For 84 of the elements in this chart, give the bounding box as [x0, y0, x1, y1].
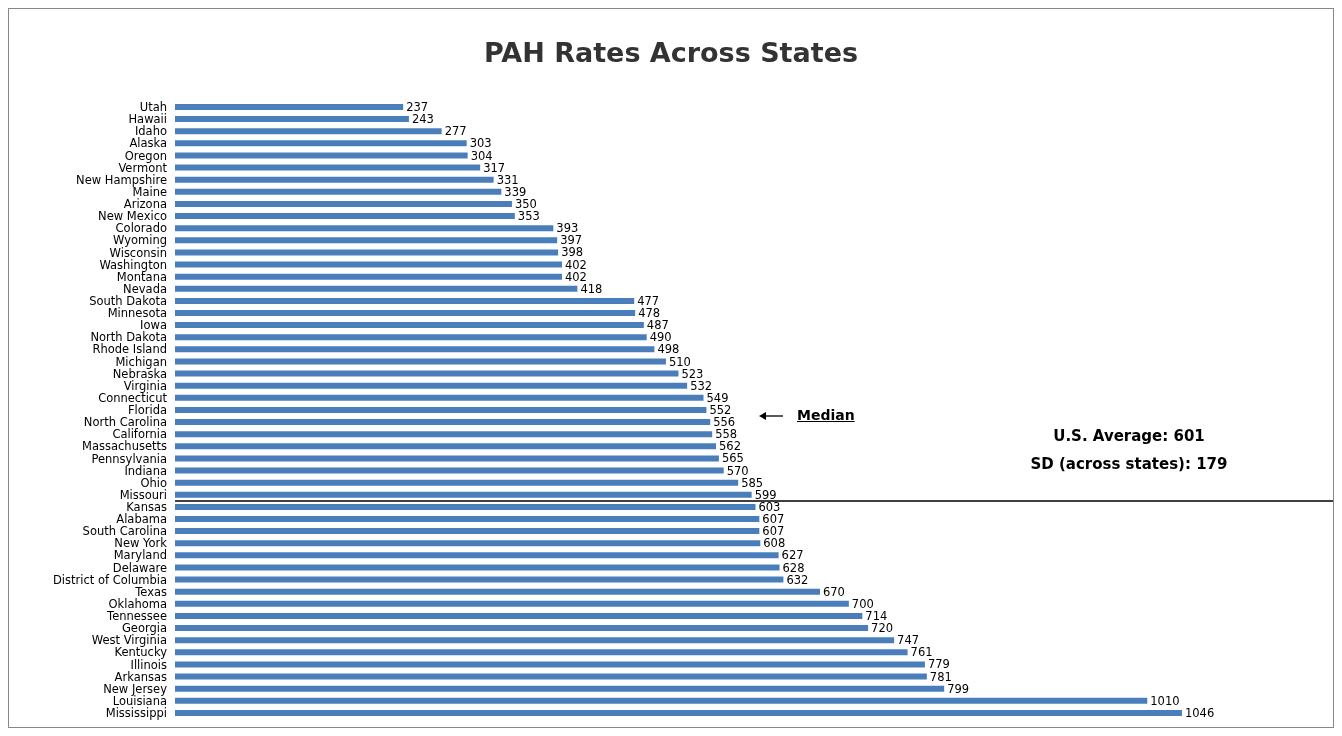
y-tick-label: Pennsylvania [91, 451, 167, 466]
data-label: 627 [781, 548, 804, 563]
y-tick-label: Alaska [129, 136, 167, 151]
y-tick-label: Oregon [124, 148, 167, 163]
data-label: 670 [822, 584, 845, 599]
data-label: 397 [560, 233, 583, 248]
data-label: 402 [564, 257, 587, 272]
data-label: 570 [726, 463, 749, 478]
y-tick-label: Arkansas [114, 669, 167, 684]
y-tick-label: Texas [134, 584, 167, 599]
data-label: 1010 [1150, 693, 1180, 708]
y-tick-label: Nevada [123, 281, 167, 296]
data-label: 353 [517, 209, 540, 224]
data-label: 720 [871, 621, 894, 636]
data-label: 632 [786, 572, 809, 587]
data-label: 700 [851, 596, 874, 611]
y-tick-label: Oklahoma [108, 596, 167, 611]
y-tick-label: Massachusetts [82, 439, 167, 454]
y-tick-label: Mississippi [105, 706, 167, 721]
data-label: 781 [929, 669, 952, 684]
data-label: 243 [411, 112, 434, 127]
data-label: 402 [564, 269, 587, 284]
y-tick-label: Wisconsin [109, 245, 167, 260]
data-label: 562 [719, 439, 741, 454]
data-label: 317 [483, 160, 506, 175]
data-label: 799 [947, 681, 970, 696]
y-tick-label: Missouri [119, 487, 167, 502]
y-tick-label: Nebraska [112, 366, 167, 381]
y-tick-label: Illinois [130, 657, 167, 672]
data-label: 304 [470, 148, 493, 163]
data-label: 779 [927, 657, 950, 672]
data-label: 478 [638, 306, 661, 321]
y-tick-label: Wyoming [113, 233, 167, 248]
data-label: 714 [865, 609, 888, 624]
data-label: 1046 [1184, 705, 1215, 720]
y-tick-label: Kentucky [114, 645, 168, 660]
annotation: U.S. Average: 601 [1052, 427, 1206, 445]
y-tick-label: New Jersey [103, 681, 168, 696]
data-label: 498 [657, 342, 680, 357]
data-label: 477 [637, 293, 660, 308]
data-label: 599 [754, 487, 777, 502]
data-label: 761 [910, 645, 933, 660]
data-label: 237 [406, 100, 429, 115]
y-tick-label: Maryland [113, 548, 167, 563]
data-label: 418 [580, 281, 603, 296]
data-label: 510 [668, 354, 691, 369]
y-tick-label: West Virginia [91, 633, 167, 648]
data-label: 490 [649, 330, 672, 345]
annotation: Median [797, 407, 855, 423]
annotation: SD (across states): 179 [1029, 455, 1229, 473]
y-tick-label: Georgia [121, 621, 167, 636]
y-tick-label: Minnesota [107, 306, 167, 321]
data-label: 558 [715, 427, 738, 442]
data-label: 747 [897, 633, 920, 648]
data-label: 607 [762, 524, 785, 539]
data-label: 603 [758, 499, 781, 514]
data-label: 393 [556, 221, 579, 236]
data-label: 552 [709, 403, 732, 418]
data-label: 565 [721, 451, 744, 466]
chart-title: PAH Rates Across States [482, 37, 860, 68]
y-tick-label: New Hampshire [76, 172, 167, 187]
data-label: 585 [741, 475, 764, 490]
y-tick-label: Rhode Island [92, 342, 167, 357]
data-label: 331 [496, 172, 519, 187]
data-label: 628 [782, 560, 805, 575]
y-tick-label: Michigan [115, 354, 167, 369]
data-label: 556 [713, 415, 736, 430]
y-tick-label: Virginia [123, 378, 167, 393]
y-tick-label: Indiana [124, 463, 167, 478]
data-label: 549 [706, 390, 729, 405]
data-label: 277 [444, 124, 467, 139]
data-label: 487 [646, 318, 669, 333]
y-tick-label: District of Columbia [53, 572, 167, 587]
y-tick-label: Ohio [140, 475, 167, 490]
data-label: 339 [504, 184, 527, 199]
data-label: 532 [690, 378, 713, 393]
y-tick-label: Washington [99, 257, 167, 272]
data-label: 303 [469, 136, 492, 151]
data-label: 350 [514, 197, 537, 212]
y-tick-label: Delaware [112, 560, 167, 575]
data-label: 607 [762, 512, 785, 527]
data-label: 398 [561, 245, 584, 260]
data-label: 523 [681, 366, 704, 381]
data-label: 608 [763, 536, 786, 551]
